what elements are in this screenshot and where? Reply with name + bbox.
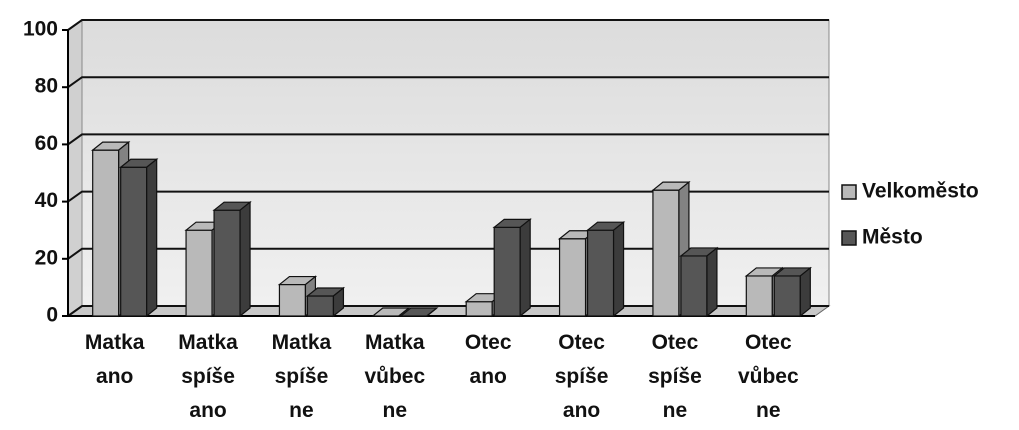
grid-line — [67, 19, 829, 31]
bar-side — [706, 246, 718, 318]
legend-swatch — [841, 230, 857, 246]
legend-label: Velkoměsto — [862, 180, 979, 203]
y-tick-label: 20 — [35, 246, 58, 269]
grid-line — [67, 76, 829, 89]
legend-box — [835, 169, 1017, 263]
x-tick-label: Otec vůbec ne — [737, 331, 799, 422]
bar — [465, 301, 493, 317]
bar — [493, 226, 521, 317]
bar-side — [612, 220, 625, 318]
bar-side — [239, 200, 251, 318]
x-tick-label: Otec spíše ano — [554, 331, 609, 422]
bar — [773, 275, 801, 317]
bar — [185, 229, 213, 317]
x-tick-label: Matka ano — [84, 331, 145, 388]
y-tick-label: 60 — [35, 132, 58, 155]
bar — [278, 283, 307, 317]
x-tick-label: Matka spíše ne — [271, 331, 332, 422]
bar-side — [398, 307, 410, 317]
x-tick-label: Matka spíše ano — [178, 331, 238, 422]
bar-side — [426, 307, 438, 317]
bar — [586, 229, 615, 317]
bar-side — [799, 266, 811, 318]
bar — [745, 275, 773, 317]
side-wall — [67, 19, 83, 317]
x-tick-label: Matka vůbec ne — [364, 331, 426, 422]
y-tick-label: 100 — [23, 18, 58, 41]
bar — [306, 295, 335, 317]
grid-line — [67, 190, 829, 203]
bar — [213, 209, 241, 317]
bar-side — [519, 218, 531, 318]
bar — [680, 255, 708, 317]
y-tick-label: 40 — [35, 189, 58, 212]
y-tick-label: 0 — [46, 304, 58, 327]
bar — [120, 166, 148, 317]
bar — [92, 149, 120, 317]
x-tick-label: Otec ano — [464, 331, 512, 388]
grid-line — [67, 133, 829, 146]
bar — [558, 238, 587, 317]
legend-label: Město — [862, 226, 923, 249]
y-tick-label: 80 — [35, 75, 58, 98]
bar-side — [146, 158, 158, 318]
x-tick-label: Otec spíše ne — [648, 331, 702, 422]
bar-side — [332, 286, 345, 318]
bar — [652, 189, 680, 317]
legend-swatch — [841, 184, 857, 200]
